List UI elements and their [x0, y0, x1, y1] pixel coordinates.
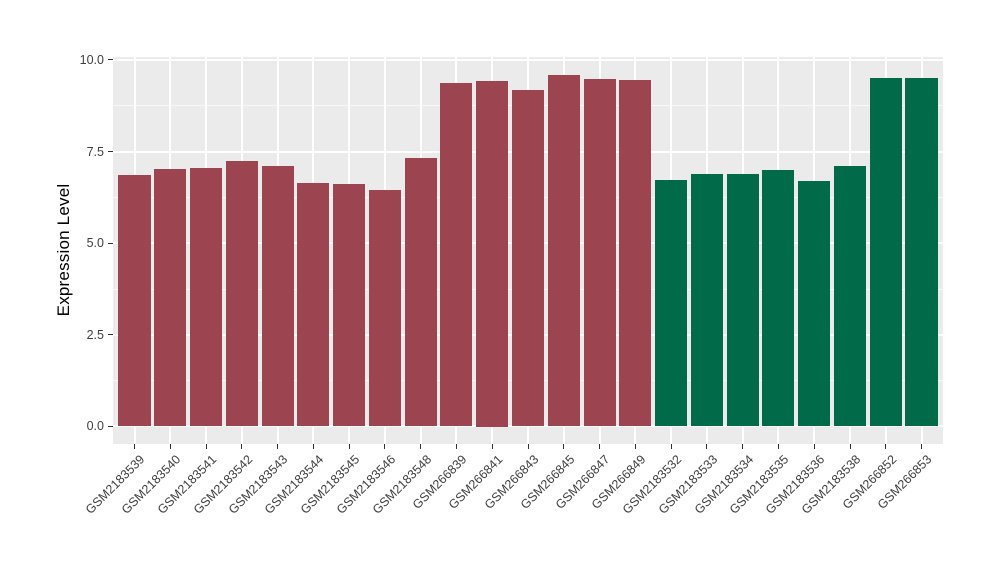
x-tick-mark [348, 444, 350, 449]
bar [655, 180, 688, 427]
bar [833, 166, 867, 427]
x-tick-mark [527, 444, 529, 449]
x-tick-mark [813, 444, 815, 449]
x-tick-mark [312, 444, 314, 449]
x-tick-mark [706, 444, 708, 449]
bar [511, 90, 545, 427]
bar [440, 82, 473, 427]
bar [726, 173, 759, 427]
bar [690, 173, 723, 427]
y-tick-mark [108, 151, 113, 153]
y-tick-label: 10.0 [79, 52, 104, 67]
y-tick-label: 2.5 [86, 327, 104, 342]
x-tick-mark [849, 444, 851, 449]
bar [154, 169, 187, 427]
x-tick-mark [634, 444, 636, 449]
bar [404, 158, 437, 427]
x-tick-mark [420, 444, 422, 449]
x-tick-mark [277, 444, 279, 449]
bar [261, 165, 294, 427]
x-tick-mark [134, 444, 135, 449]
bar [547, 74, 580, 427]
bar [905, 78, 938, 427]
bar [368, 190, 401, 427]
bar [762, 169, 795, 427]
y-tick-label: 0.0 [86, 419, 104, 434]
x-tick-mark [169, 444, 171, 449]
bar [869, 78, 902, 427]
y-tick-mark [108, 59, 113, 61]
y-axis-title: Expression Level [54, 183, 73, 317]
x-tick-mark [742, 444, 744, 449]
x-tick-mark [491, 444, 493, 449]
x-tick-mark [563, 444, 565, 449]
x-tick-mark [241, 444, 243, 449]
bar [118, 175, 151, 427]
y-tick-label: 7.5 [86, 144, 104, 159]
x-tick-mark [599, 444, 601, 449]
x-tick-mark [777, 444, 779, 449]
plot-panel [113, 57, 943, 444]
bar [297, 182, 330, 427]
x-tick-mark [670, 444, 672, 449]
bar [476, 80, 509, 427]
x-tick-mark [455, 444, 457, 449]
x-tick-mark [921, 444, 922, 449]
bar [619, 80, 652, 427]
x-tick-mark [384, 444, 386, 449]
y-tick-mark [108, 425, 113, 427]
x-tick-mark [205, 444, 207, 449]
bar [225, 160, 258, 427]
bar [189, 168, 223, 427]
y-tick-mark [108, 334, 113, 336]
bar [583, 79, 616, 427]
y-tick-mark [108, 242, 113, 244]
x-tick-mark [885, 444, 887, 449]
y-tick-label: 5.0 [86, 236, 104, 251]
bar [798, 180, 831, 427]
bar [333, 183, 366, 427]
